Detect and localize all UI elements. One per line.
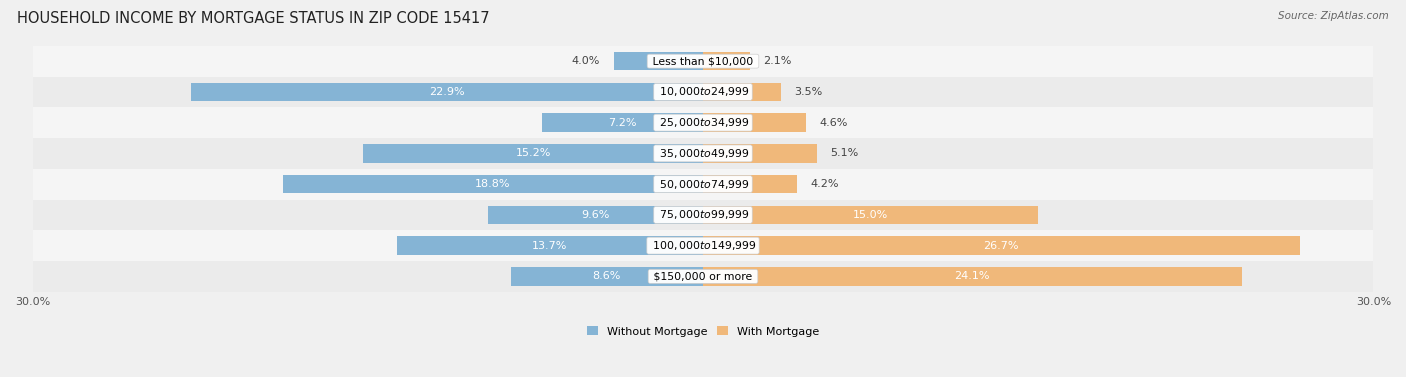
Bar — [703, 267, 1241, 286]
FancyBboxPatch shape — [32, 261, 1374, 292]
Text: $50,000 to $74,999: $50,000 to $74,999 — [655, 178, 751, 191]
Bar — [543, 113, 703, 132]
Bar — [703, 83, 782, 101]
Text: $100,000 to $149,999: $100,000 to $149,999 — [648, 239, 758, 252]
Text: 4.0%: 4.0% — [572, 56, 600, 66]
Bar — [703, 175, 797, 193]
Text: 3.5%: 3.5% — [794, 87, 823, 97]
Bar — [703, 144, 817, 162]
Text: 22.9%: 22.9% — [429, 87, 465, 97]
Bar — [703, 206, 1038, 224]
Bar — [283, 175, 703, 193]
Text: 15.0%: 15.0% — [853, 210, 889, 220]
Bar — [703, 52, 749, 70]
Text: 18.8%: 18.8% — [475, 179, 510, 189]
Text: $10,000 to $24,999: $10,000 to $24,999 — [655, 86, 751, 98]
Text: 4.6%: 4.6% — [820, 118, 848, 128]
Text: $25,000 to $34,999: $25,000 to $34,999 — [655, 116, 751, 129]
FancyBboxPatch shape — [32, 138, 1374, 169]
Bar — [613, 52, 703, 70]
Bar — [363, 144, 703, 162]
Text: 8.6%: 8.6% — [593, 271, 621, 281]
Text: 13.7%: 13.7% — [533, 241, 568, 251]
Text: 7.2%: 7.2% — [609, 118, 637, 128]
Text: $75,000 to $99,999: $75,000 to $99,999 — [655, 208, 751, 221]
FancyBboxPatch shape — [32, 230, 1374, 261]
Text: Source: ZipAtlas.com: Source: ZipAtlas.com — [1278, 11, 1389, 21]
Text: 15.2%: 15.2% — [516, 149, 551, 158]
Bar — [703, 113, 806, 132]
FancyBboxPatch shape — [32, 169, 1374, 199]
Text: $35,000 to $49,999: $35,000 to $49,999 — [655, 147, 751, 160]
FancyBboxPatch shape — [32, 46, 1374, 77]
Text: 26.7%: 26.7% — [984, 241, 1019, 251]
Bar — [396, 236, 703, 255]
FancyBboxPatch shape — [32, 199, 1374, 230]
Text: 5.1%: 5.1% — [831, 149, 859, 158]
Bar — [191, 83, 703, 101]
FancyBboxPatch shape — [32, 77, 1374, 107]
Text: 2.1%: 2.1% — [763, 56, 792, 66]
Bar — [488, 206, 703, 224]
Text: 4.2%: 4.2% — [810, 179, 839, 189]
Text: $150,000 or more: $150,000 or more — [650, 271, 756, 281]
FancyBboxPatch shape — [32, 107, 1374, 138]
Text: Less than $10,000: Less than $10,000 — [650, 56, 756, 66]
Bar — [703, 236, 1299, 255]
Legend: Without Mortgage, With Mortgage: Without Mortgage, With Mortgage — [582, 322, 824, 341]
Bar — [510, 267, 703, 286]
Text: HOUSEHOLD INCOME BY MORTGAGE STATUS IN ZIP CODE 15417: HOUSEHOLD INCOME BY MORTGAGE STATUS IN Z… — [17, 11, 489, 26]
Text: 24.1%: 24.1% — [955, 271, 990, 281]
Text: 9.6%: 9.6% — [582, 210, 610, 220]
